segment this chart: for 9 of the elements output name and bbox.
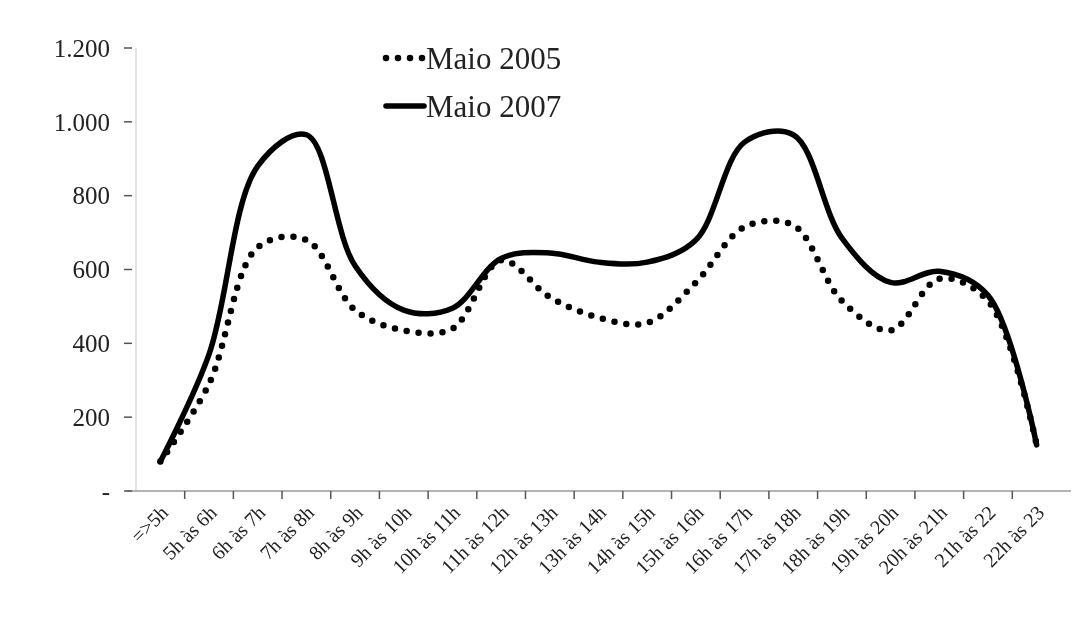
y-tick-label: 1.200 bbox=[53, 34, 110, 62]
legend-label: Maio 2007 bbox=[426, 88, 562, 124]
y-tick-label: 400 bbox=[72, 330, 110, 358]
y-tick-label: - bbox=[101, 477, 110, 505]
legend-label: Maio 2005 bbox=[426, 40, 562, 76]
y-tick-label: 600 bbox=[72, 256, 110, 284]
y-tick-label: 800 bbox=[72, 182, 110, 210]
y-tick-label: 200 bbox=[72, 403, 110, 431]
y-tick-label: 1.000 bbox=[53, 108, 110, 136]
